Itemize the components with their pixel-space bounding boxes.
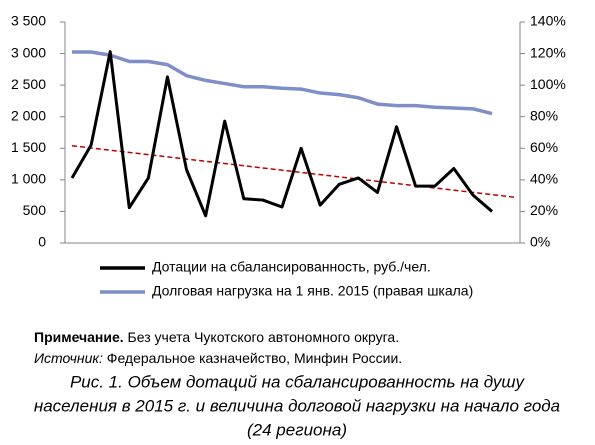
series-line [70, 50, 493, 218]
y2-tick-label: 40% [530, 171, 558, 187]
y2-tick-label: 0% [530, 234, 550, 250]
y2-tick-label: 60% [530, 139, 558, 155]
source-label: Источник: [34, 350, 103, 366]
legend-label: Дотации на сбалансированность, руб./чел. [152, 259, 431, 275]
y-tick-label: 1 000 [11, 171, 46, 187]
source-text: Федеральное казначейство, Минфин России. [103, 350, 402, 366]
y-tick-label: 2 500 [11, 76, 46, 92]
note-text: Без учета Чукотского автономного округа. [124, 329, 399, 345]
y2-tick-label: 20% [530, 202, 558, 218]
y2-tick-label: 100% [530, 76, 566, 92]
y-tick-label: 2 000 [11, 107, 46, 123]
source: Источник: Федеральное казначейство, Минф… [34, 350, 402, 366]
caption: населения в 2015 г. и величина долговой … [34, 396, 560, 415]
y2-tick-label: 120% [530, 44, 566, 60]
y-tick-label: 500 [23, 202, 47, 218]
note-label: Примечание. [34, 329, 124, 345]
y2-tick-label: 140% [530, 13, 566, 29]
series-line [72, 50, 493, 116]
y-tick-label: 0 [38, 234, 46, 250]
y-tick-label: 3 000 [11, 44, 46, 60]
note: Примечание. Без учета Чукотского автоном… [34, 329, 399, 345]
caption: Рис. 1. Объем дотаций на сбалансированно… [70, 372, 526, 391]
legend-label: Долговая нагрузка на 1 янв. 2015 (правая… [152, 283, 473, 299]
y2-tick-label: 80% [530, 107, 558, 123]
y-tick-label: 3 500 [11, 13, 46, 29]
y-tick-label: 1 500 [11, 139, 46, 155]
caption: (24 региона) [247, 420, 347, 439]
